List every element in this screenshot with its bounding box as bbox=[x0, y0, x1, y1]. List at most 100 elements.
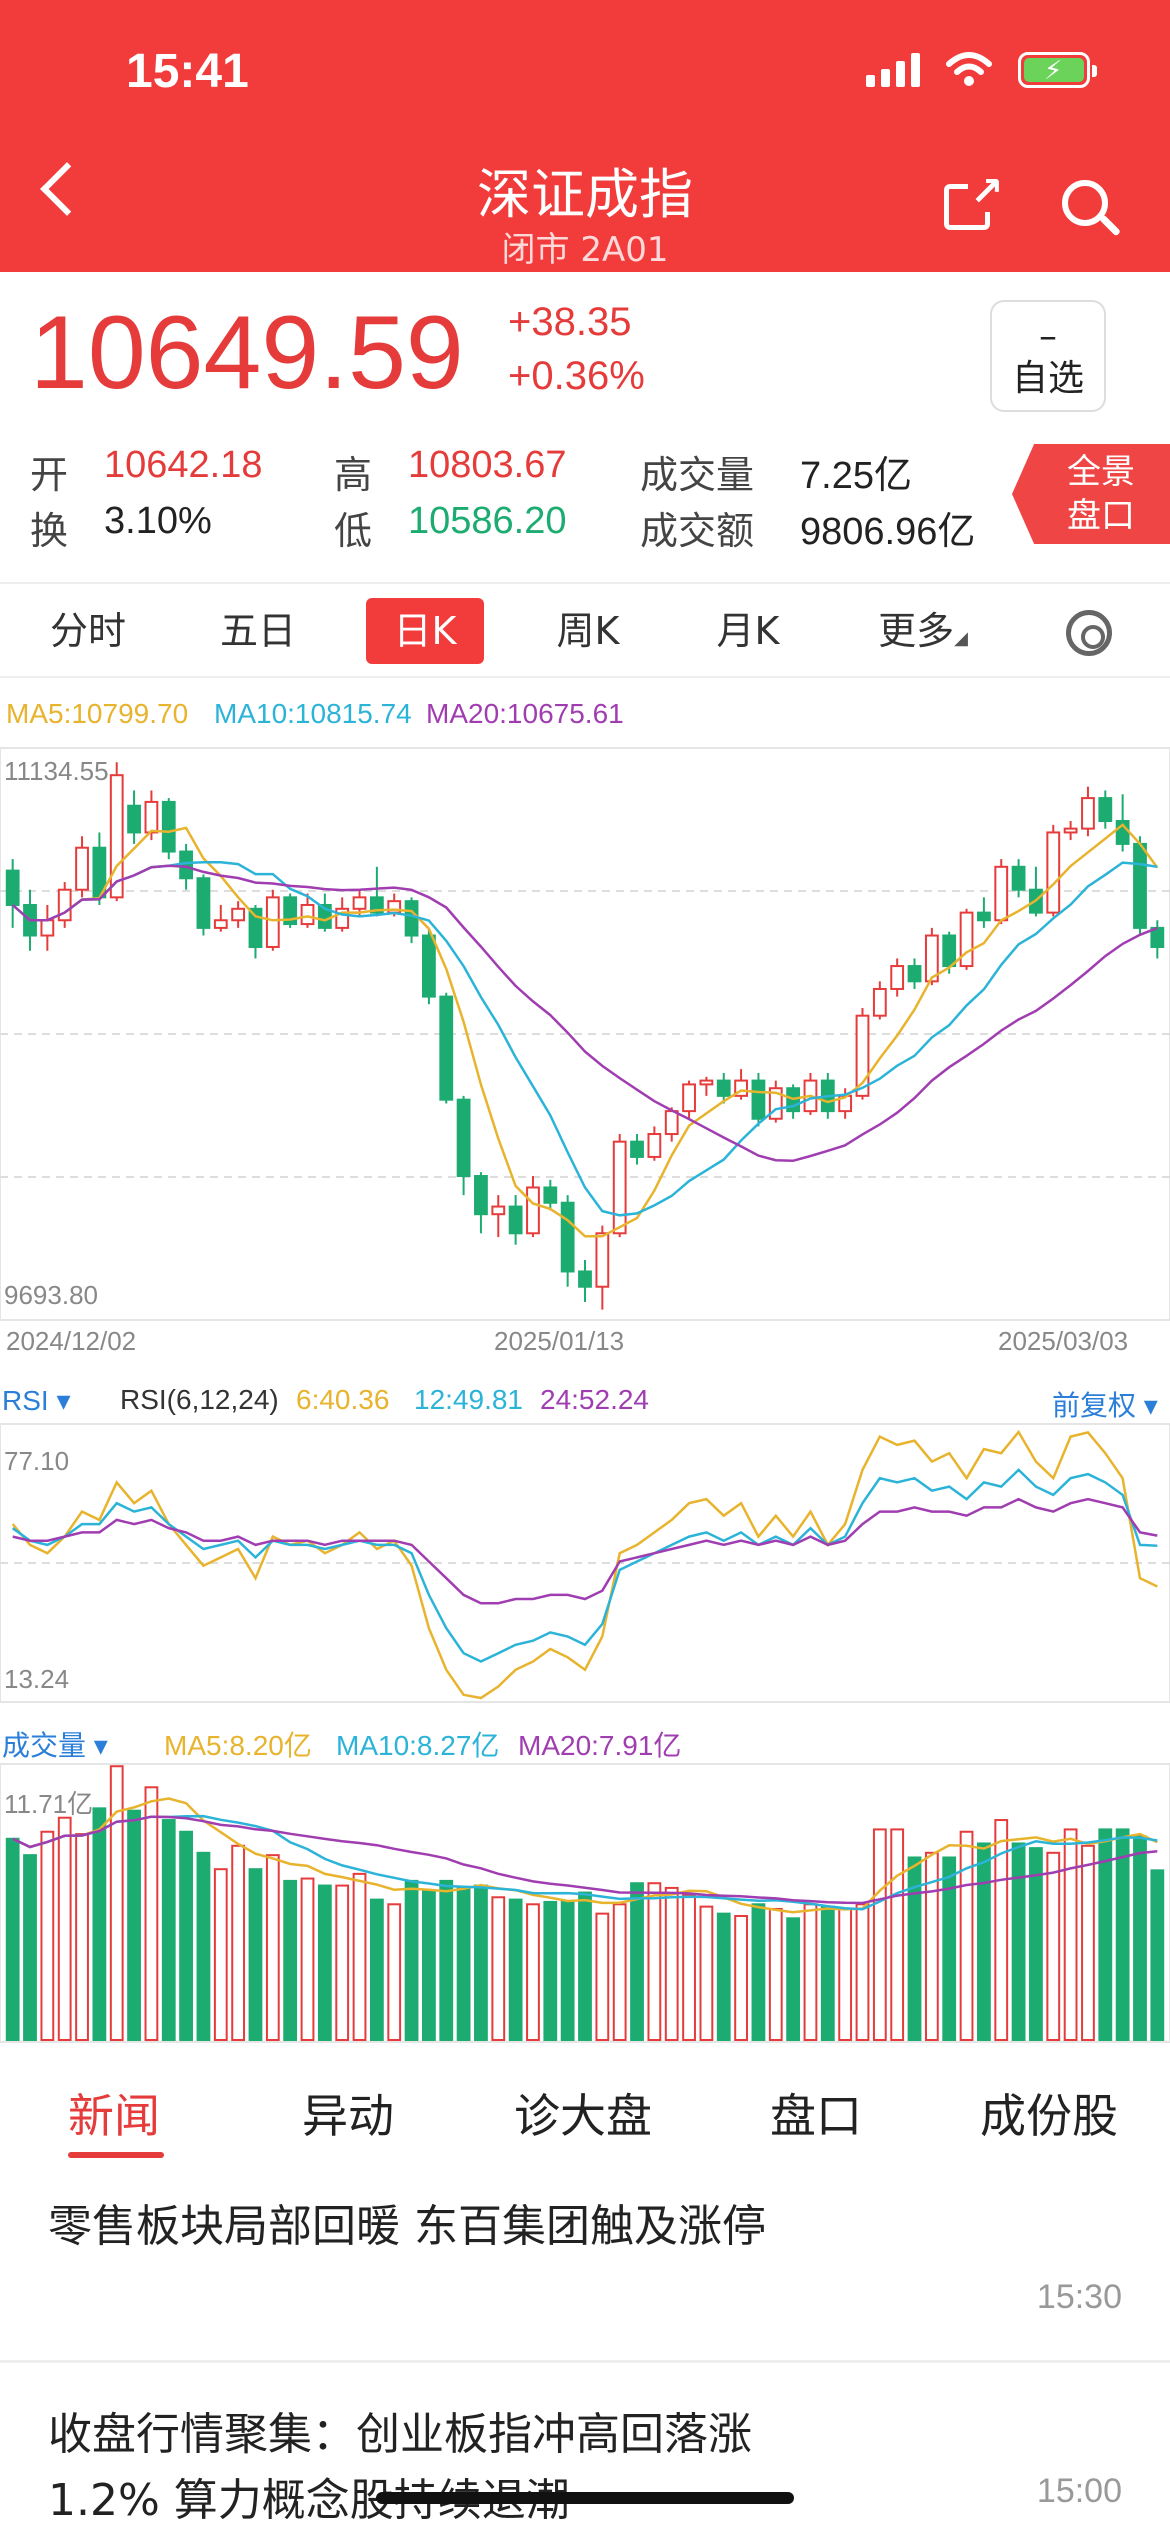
pankou-line1: 全景 bbox=[1067, 452, 1135, 492]
rsi-indicator-select[interactable]: RSI ▾ bbox=[2, 1385, 71, 1416]
candle-up bbox=[768, 1087, 783, 1120]
tab-five-day[interactable]: 五日 bbox=[219, 609, 296, 653]
tab-intraday[interactable]: 分时 bbox=[49, 609, 126, 653]
share-arrow-icon[interactable]: ↗ bbox=[968, 169, 1006, 215]
kline-ymin: 9693.80 bbox=[4, 1280, 98, 1310]
volume-bar-up bbox=[612, 1903, 627, 2042]
volume-bar-down bbox=[179, 1830, 194, 2041]
candle-up bbox=[1081, 797, 1095, 830]
candle-up bbox=[1063, 827, 1078, 834]
rsi6-line bbox=[11, 1429, 1158, 1700]
volume-bar-up bbox=[109, 1765, 124, 2042]
rsi-params: RSI(6,12,24) bbox=[120, 1384, 279, 1415]
candle-down bbox=[508, 1205, 523, 1235]
volume-bar-up bbox=[387, 1903, 402, 2042]
candle-down bbox=[422, 934, 436, 998]
vol-ymax: 11.71亿 bbox=[4, 1789, 94, 1819]
kline-ma5: MA5:10799.70 bbox=[6, 698, 189, 729]
high-label: 高 bbox=[334, 453, 373, 497]
settings-icon[interactable] bbox=[1066, 610, 1112, 656]
search-icon[interactable] bbox=[1062, 180, 1108, 226]
candle-up bbox=[647, 1133, 662, 1158]
candle-up bbox=[664, 1110, 679, 1136]
candle-down bbox=[1133, 842, 1147, 929]
home-indicator bbox=[376, 2492, 794, 2504]
volume-bar-up bbox=[265, 1854, 280, 2041]
volume-indicator-select[interactable]: 成交量 ▾ bbox=[2, 1730, 108, 1761]
tab-movement[interactable]: 异动 bbox=[302, 2089, 394, 2143]
ma20-line bbox=[11, 864, 1158, 1163]
news-item-title[interactable]: 零售板块局部回暖 东百集团触及涨停 bbox=[48, 2201, 766, 2252]
tab-orderbook[interactable]: 盘口 bbox=[770, 2089, 862, 2143]
kline-ma20: MA20:10675.61 bbox=[426, 698, 624, 729]
news-tabs: 新闻 异动 诊大盘 盘口 成份股 bbox=[0, 2052, 1170, 2182]
status-time: 15:41 bbox=[126, 45, 249, 98]
kline-frame bbox=[0, 747, 1170, 1321]
news-item-title[interactable]: 收盘行情聚集：创业板指冲高回落涨1.2% 算力概念股持续退潮 bbox=[48, 2409, 752, 2526]
status-icons: ⚡ bbox=[866, 52, 1097, 88]
volume-bar-down bbox=[439, 1879, 454, 2042]
candle-down bbox=[630, 1140, 644, 1158]
ma5-line bbox=[11, 823, 1159, 1238]
volume-bar-down bbox=[786, 1917, 801, 2041]
candle-up bbox=[40, 919, 55, 937]
volume-bar-down bbox=[23, 1854, 37, 2041]
tab-constituents[interactable]: 成份股 bbox=[980, 2089, 1118, 2143]
volume-bar-down bbox=[1133, 1835, 1147, 2042]
tab-monthly-k[interactable]: 月K bbox=[716, 609, 780, 653]
tab-daily-k[interactable]: 日K bbox=[366, 598, 484, 664]
adjust-select[interactable]: 前复权 ▾ bbox=[1052, 1390, 1158, 1421]
candle-up bbox=[109, 774, 124, 899]
volume-bar-down bbox=[474, 1884, 488, 2041]
volume-bar-down bbox=[1115, 1828, 1130, 2041]
volume-bar-down bbox=[161, 1819, 176, 2042]
candle-up bbox=[265, 896, 280, 948]
tab-more[interactable]: 更多◢ bbox=[878, 609, 968, 653]
rsi24-line bbox=[12, 1497, 1158, 1605]
candle-down bbox=[369, 896, 384, 914]
candle-down bbox=[1011, 865, 1026, 891]
volume-bar-down bbox=[942, 1856, 957, 2042]
add-favorite-button[interactable]: – 自选 bbox=[990, 300, 1106, 412]
candle-down bbox=[942, 934, 957, 968]
candle-up bbox=[855, 1014, 870, 1097]
market-status: 闭市 2A01 bbox=[501, 230, 669, 270]
candle-up bbox=[734, 1079, 748, 1097]
candle-down bbox=[1098, 797, 1113, 822]
volume-bar-up bbox=[699, 1905, 714, 2042]
volume-bar-up bbox=[838, 1907, 853, 2041]
open-label: 开 bbox=[30, 453, 69, 497]
candle-up bbox=[491, 1205, 506, 1216]
candle-up bbox=[890, 965, 905, 990]
volume-bar-down bbox=[1150, 1869, 1165, 2041]
full-orderbook-button[interactable]: 全景 盘口 bbox=[1012, 444, 1170, 544]
volume-label: 成交量 bbox=[640, 453, 755, 497]
volume-bar-down bbox=[907, 1856, 922, 2042]
volume-bar-up bbox=[595, 1912, 610, 2042]
kline-ma10: MA10:10815.74 bbox=[214, 698, 412, 729]
volume-bar-down bbox=[1011, 1842, 1026, 2042]
rsi24-value: 24:52.24 bbox=[540, 1384, 649, 1415]
volume-bar-down bbox=[456, 1886, 471, 2041]
volume-bar-down bbox=[630, 1882, 644, 2042]
candle-up bbox=[595, 1232, 610, 1288]
date-end: 2025/03/03 bbox=[998, 1326, 1129, 1356]
rsi-frame bbox=[0, 1423, 1170, 1703]
pankou-line2: 盘口 bbox=[1067, 496, 1135, 536]
chart-area[interactable] bbox=[0, 712, 1170, 2052]
volume-bar-down bbox=[92, 1807, 107, 2041]
amount-value: 9806.96亿 bbox=[800, 511, 976, 553]
volume-bar-up bbox=[57, 1816, 72, 2041]
candle-down bbox=[976, 911, 991, 922]
volume-bar-up bbox=[40, 1830, 55, 2041]
tab-weekly-k[interactable]: 周K bbox=[556, 609, 620, 653]
candle-down bbox=[907, 965, 922, 983]
volume-bar-down bbox=[283, 1879, 298, 2042]
candle-down bbox=[456, 1098, 471, 1178]
volume-bar-up bbox=[959, 1830, 974, 2041]
tab-diagnosis[interactable]: 诊大盘 bbox=[514, 2089, 652, 2143]
vol-ma20: MA20:7.91亿 bbox=[518, 1730, 682, 1761]
candle-up bbox=[231, 907, 246, 922]
battery-icon: ⚡ bbox=[1018, 52, 1097, 88]
tab-news[interactable]: 新闻 bbox=[68, 2089, 160, 2143]
